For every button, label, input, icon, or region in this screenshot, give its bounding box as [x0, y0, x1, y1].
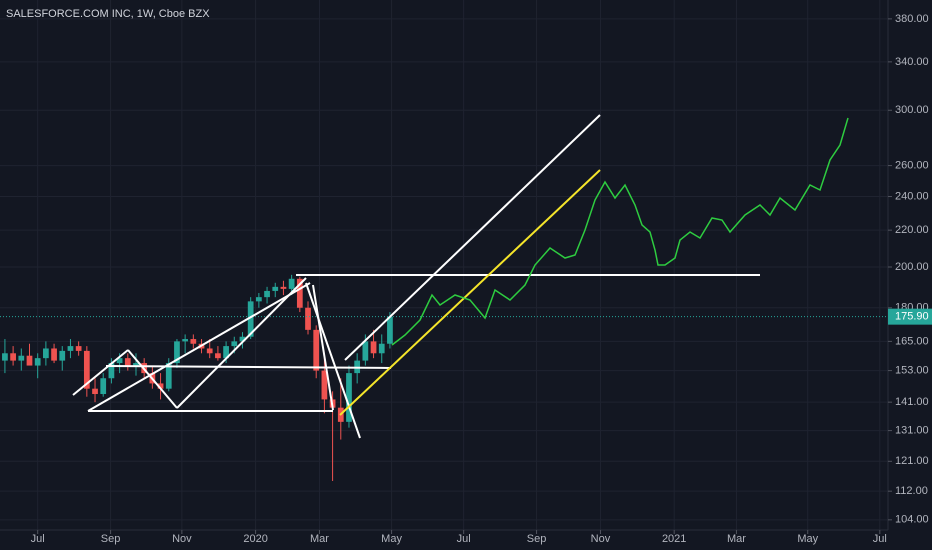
trend-line	[176, 277, 307, 409]
candle-body	[305, 307, 311, 330]
candle-body	[157, 383, 164, 389]
candle-body	[239, 336, 246, 342]
trend-line	[72, 349, 129, 396]
y-tick-label: 300.00	[895, 104, 929, 116]
candle-body	[223, 346, 229, 359]
x-tick-label: Mar	[310, 533, 329, 545]
y-tick-label: 165.00	[895, 335, 929, 347]
drawings	[72, 114, 849, 439]
candle-body	[83, 350, 90, 389]
candle-body	[264, 290, 270, 298]
candle-body	[43, 348, 49, 359]
candle-body	[75, 346, 82, 351]
x-tick-label: May	[381, 533, 402, 545]
candle-body	[255, 297, 262, 302]
candle-body	[2, 353, 8, 361]
y-tick-label: 380.00	[895, 13, 929, 25]
x-tick-label: 2020	[243, 533, 267, 545]
candle-body	[92, 388, 98, 395]
y-tick-label: 121.00	[895, 455, 929, 467]
candle-body	[231, 341, 238, 347]
yellow-trend-line	[339, 169, 601, 416]
candle-body	[51, 348, 57, 361]
y-tick-label: 340.00	[895, 56, 929, 68]
y-tick-label: 260.00	[895, 159, 929, 171]
candle-body	[67, 346, 74, 351]
candle-body	[59, 350, 66, 361]
axes: 104.00 112.00 121.00 131.00 141.00 153.00 165.…	[31, 13, 932, 545]
trend-lines	[72, 114, 760, 439]
x-tick-label: Jul	[873, 533, 887, 545]
y-tick-label: 104.00	[895, 514, 929, 526]
candle-body	[321, 370, 328, 400]
candle-body	[18, 355, 25, 361]
last-price-box	[888, 308, 932, 325]
y-tick-label: 131.00	[895, 425, 929, 437]
y-tick-label: 200.00	[895, 261, 929, 273]
candle-body	[182, 339, 189, 342]
y-tick-label: 220.00	[895, 224, 929, 236]
candle-body	[26, 355, 33, 366]
x-tick-label: May	[797, 533, 818, 545]
x-tick-label: Sep	[101, 533, 121, 545]
candle-body	[296, 278, 303, 308]
candle-body	[206, 348, 213, 354]
candle-body	[34, 358, 41, 366]
x-tick-label: Nov	[591, 533, 611, 545]
last-price-label: 175.90	[895, 311, 929, 323]
candle-body	[387, 316, 393, 344]
candle-body	[346, 373, 352, 422]
candle-body	[272, 286, 279, 291]
x-tick-label: Jul	[31, 533, 45, 545]
y-tick-label: 153.00	[895, 364, 929, 376]
x-tick-label: Jul	[457, 533, 471, 545]
candle-body	[288, 278, 295, 289]
trend-line	[305, 282, 361, 439]
trend-line	[127, 349, 178, 409]
forecast-path	[391, 117, 849, 346]
candle-body	[378, 343, 385, 354]
trend-line	[87, 282, 311, 412]
candle-body	[370, 341, 377, 354]
y-tick-label: 141.00	[895, 396, 929, 408]
x-tick-label: 2021	[662, 533, 686, 545]
candle-body	[313, 329, 320, 371]
y-tick-label: 112.00	[895, 485, 928, 497]
candle-body	[247, 301, 254, 337]
candle-body	[174, 341, 180, 364]
x-tick-label: Mar	[727, 533, 746, 545]
candle-body	[10, 353, 16, 361]
candle-body	[362, 341, 369, 361]
chart-title: SALESFORCE.COM INC, 1W, Cboe BZX	[6, 8, 210, 20]
candle-body	[190, 339, 197, 344]
candle-body	[215, 353, 221, 359]
trend-line	[344, 114, 601, 361]
candle-body	[100, 378, 107, 395]
candle-body	[165, 363, 172, 389]
candle-body	[116, 358, 123, 364]
trend-line	[105, 365, 392, 369]
x-tick-label: Nov	[172, 533, 192, 545]
candle-body	[280, 286, 287, 289]
candle-body	[133, 363, 139, 366]
candle-body	[108, 363, 115, 379]
candle-body	[124, 358, 131, 366]
grid	[0, 0, 888, 530]
trend-line	[312, 284, 334, 411]
y-tick-label: 240.00	[895, 190, 929, 202]
x-tick-label: Sep	[527, 533, 547, 545]
